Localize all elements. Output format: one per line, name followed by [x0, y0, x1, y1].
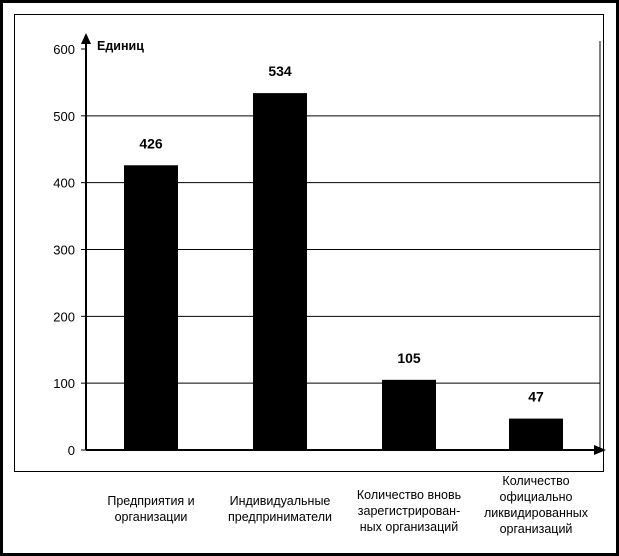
y-tick-label-500: 500 [53, 109, 75, 124]
y-tick-label-400: 400 [53, 176, 75, 191]
category-label-1-line: предприниматели [228, 510, 332, 524]
y-axis-arrow [81, 33, 91, 44]
category-label-0-line: организации [114, 510, 188, 524]
category-label-0-line: Предприятия и [107, 494, 195, 508]
category-label-2-line: зарегистрирован- [357, 504, 461, 518]
category-label-3: Количество официально ликвидированных орган… [466, 473, 606, 537]
category-label-2: Количество вновь зарегистрирован-ных орга… [339, 487, 479, 535]
data-label-1: 534 [268, 63, 292, 79]
category-label-0: Предприятия и организации [81, 493, 221, 525]
data-label-2: 105 [397, 350, 421, 366]
y-tick-labels: 0 100 200 300 400 500 600 [53, 42, 75, 458]
data-label-3: 47 [528, 389, 544, 405]
category-label-1: Индивидуальные предприниматели [210, 493, 350, 525]
y-tick-label-300: 300 [53, 243, 75, 258]
y-tick-label-600: 600 [53, 42, 75, 57]
category-label-1-line: Индивидуальные [229, 494, 331, 508]
plot-area-border [14, 14, 604, 472]
category-label-3-line: Количество [502, 474, 570, 488]
data-label-0: 426 [139, 135, 163, 151]
y-tick-label-200: 200 [53, 309, 75, 324]
bars [124, 93, 563, 451]
category-label-3-line: официально [499, 490, 573, 504]
y-axis-label: Единиц [97, 39, 144, 53]
data-labels: 426 534 105 47 [139, 63, 544, 404]
category-label-3-line: ликвидированных [483, 506, 589, 520]
category-label-2-line: Количество вновь [356, 488, 462, 502]
category-label-2-line: ных организаций [359, 520, 459, 534]
bar-3 [509, 418, 563, 450]
y-tick-label-0: 0 [68, 443, 75, 458]
bar-0 [124, 165, 178, 451]
bar-2 [382, 379, 436, 450]
category-label-3-line: организаций [499, 522, 573, 536]
x-axis-arrow [594, 445, 606, 455]
y-tick-label-100: 100 [53, 376, 75, 391]
bar-1 [253, 93, 307, 451]
